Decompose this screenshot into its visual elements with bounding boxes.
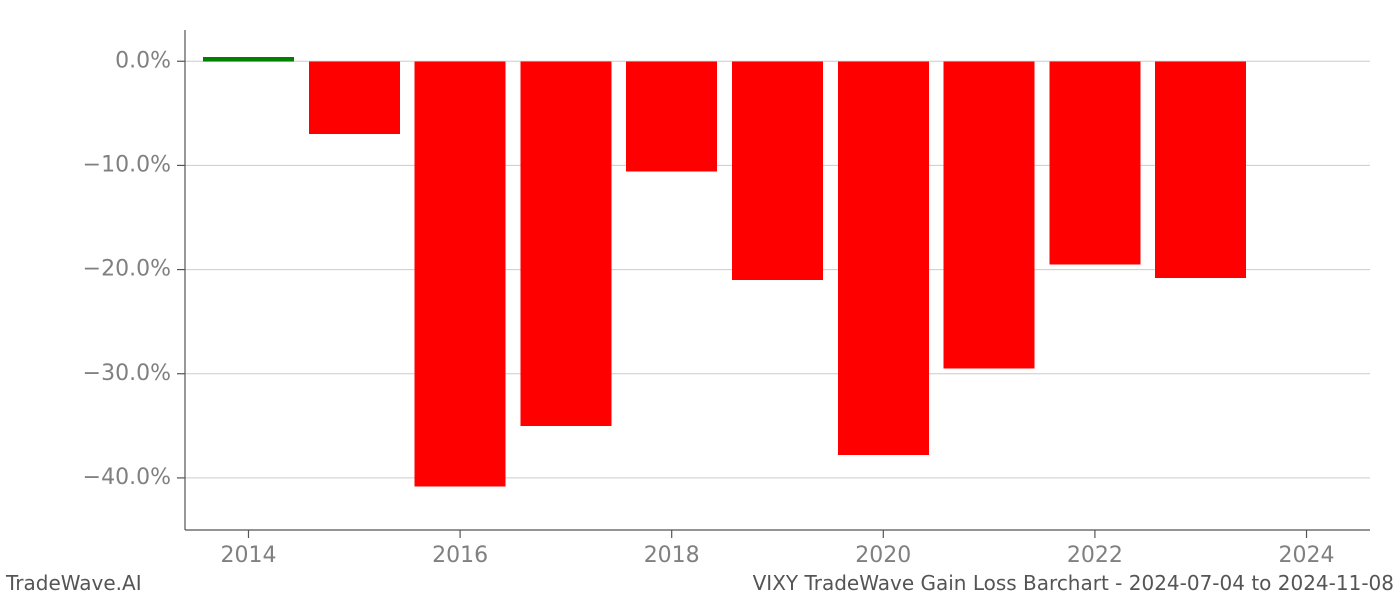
y-tick-label: −10.0% — [83, 152, 171, 177]
bar-2022 — [1049, 61, 1140, 264]
y-tick-label: −20.0% — [83, 257, 171, 282]
bar-2023 — [1155, 61, 1246, 278]
bar-2015 — [309, 61, 400, 134]
bar-2021 — [944, 61, 1035, 368]
bar-2020 — [838, 61, 929, 455]
x-tick-label: 2022 — [1067, 543, 1123, 568]
chart-svg: 0.0% −10.0% −20.0% −30.0% −40.0% 2014 2016 2018… — [0, 0, 1400, 600]
bar-2017 — [520, 61, 611, 426]
bar-2014 — [203, 57, 294, 61]
gain-loss-barchart: 0.0% −10.0% −20.0% −30.0% −40.0% 2014 2016 2018… — [0, 0, 1400, 600]
x-tick-label: 2020 — [855, 543, 911, 568]
bar-2019 — [732, 61, 823, 280]
x-tick-label: 2014 — [220, 543, 276, 568]
y-tick-label: 0.0% — [115, 48, 171, 73]
x-tick-label: 2018 — [644, 543, 700, 568]
footer-left-brand: TradeWave.AI — [5, 571, 142, 595]
x-tick-label: 2024 — [1279, 543, 1335, 568]
y-tick-label: −30.0% — [83, 361, 171, 386]
footer-right-caption: VIXY TradeWave Gain Loss Barchart - 2024… — [753, 571, 1394, 595]
bar-2016 — [415, 61, 506, 486]
bar-2018 — [626, 61, 717, 171]
x-tick-label: 2016 — [432, 543, 488, 568]
y-tick-label: −40.0% — [83, 465, 171, 490]
